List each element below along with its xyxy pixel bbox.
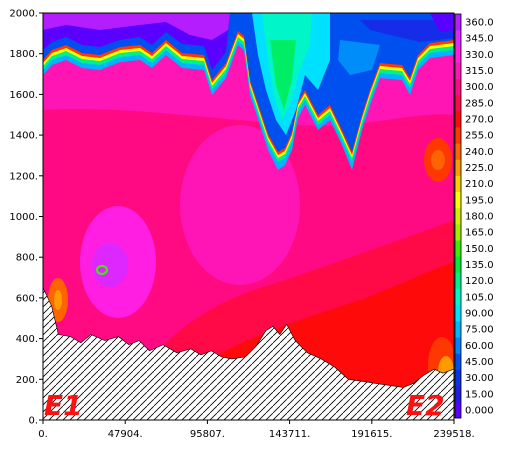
- colorbar: 0.000 15.00 30.00 45.00 60.00 75.00 90.00 105.0…: [454, 13, 494, 419]
- y-tick-label: 600.: [16, 293, 38, 304]
- colorbar-frame: [454, 13, 462, 419]
- colorbar-label: 0.000: [465, 405, 494, 416]
- x-tick-label: 95807.: [190, 429, 225, 440]
- colorbar-label: 195.0: [465, 195, 494, 206]
- x-axis: 0. 47904. 95807. 143711. 191615. 239518.: [38, 420, 475, 440]
- colorbar-swatch: [455, 159, 461, 176]
- colorbar-label: 75.00: [465, 325, 494, 336]
- colorbar-swatch: [455, 224, 461, 241]
- colorbar-label: 150.0: [465, 244, 494, 255]
- y-axis: 0. 200. 400. 600. 800. 1000. 1200. 1400. 1600. 18…: [9, 9, 43, 427]
- colorbar-swatch: [455, 30, 461, 47]
- colorbar-label: 120.0: [465, 276, 494, 287]
- colorbar-swatch: [455, 321, 461, 338]
- colorbar-swatch: [455, 256, 461, 273]
- colorbar-swatch: [455, 369, 461, 386]
- y-tick-label: 200.: [16, 375, 38, 386]
- y-tick-label: 0.: [28, 416, 38, 427]
- colorbar-swatch: [455, 337, 461, 354]
- colorbar-label: 60.00: [465, 341, 494, 352]
- y-tick-label: 1200.: [9, 171, 38, 182]
- y-tick-label: 1000.: [9, 212, 38, 223]
- contour-field: [43, 13, 454, 420]
- colorbar-swatch: [455, 62, 461, 79]
- colorbar-label: 300.0: [465, 82, 494, 93]
- y-tick-label: 1600.: [9, 90, 38, 101]
- colorbar-swatch: [455, 94, 461, 112]
- terrain-hatch: [43, 287, 454, 420]
- x-tick-label: 47904.: [108, 429, 143, 440]
- colorbar-label: 45.00: [465, 357, 494, 368]
- colorbar-label: 105.0: [465, 292, 494, 303]
- y-tick-label: 400.: [16, 334, 38, 345]
- colorbar-label: 330.0: [465, 50, 494, 61]
- colorbar-swatch: [455, 240, 461, 257]
- annotation-e1: E1: [44, 389, 83, 422]
- colorbar-label: 345.0: [465, 34, 494, 45]
- colorbar-swatch: [455, 272, 461, 290]
- colorbar-swatch: [455, 175, 461, 193]
- colorbar-label: 315.0: [465, 66, 494, 77]
- colorbar-label: 180.0: [465, 212, 494, 223]
- colorbar-swatch: [455, 304, 461, 322]
- colorbar-label: 90.00: [465, 309, 494, 320]
- colorbar-label: 270.0: [465, 115, 494, 126]
- colorbar-swatch: [455, 110, 461, 128]
- x-tick-label: 191615.: [351, 429, 392, 440]
- colorbar-swatch: [455, 288, 461, 306]
- y-tick-label: 1800.: [9, 49, 38, 60]
- colorbar-label: 285.0: [465, 98, 494, 109]
- colorbar-label: 360.0: [465, 18, 494, 29]
- colorbar-swatch: [455, 14, 461, 31]
- colorbar-label: 15.00: [465, 389, 494, 400]
- y-tick-label: 2000.: [9, 9, 38, 20]
- colorbar-swatch: [455, 46, 461, 63]
- colorbar-swatch: [455, 191, 461, 209]
- colorbar-label: 255.0: [465, 131, 494, 142]
- colorbar-swatch: [455, 401, 461, 419]
- colorbar-label: 210.0: [465, 179, 494, 190]
- x-tick-label: 143711.: [269, 429, 310, 440]
- y-tick-label: 1400.: [9, 131, 38, 142]
- colorbar-swatch: [455, 127, 461, 144]
- colorbar-label: 30.00: [465, 373, 494, 384]
- colorbar-label: 240.0: [465, 147, 494, 158]
- annotation-e2: E2: [406, 389, 445, 422]
- colorbar-swatch: [455, 143, 461, 160]
- colorbar-label: 135.0: [465, 260, 494, 271]
- x-tick-label: 0.: [38, 429, 48, 440]
- colorbar-label: 225.0: [465, 163, 494, 174]
- colorbar-swatch: [455, 353, 461, 370]
- colorbar-swatch: [455, 78, 461, 96]
- y-tick-label: 800.: [16, 253, 38, 264]
- x-tick-label: 239518.: [433, 429, 474, 440]
- colorbar-swatch: [455, 207, 461, 225]
- colorbar-label: 165.0: [465, 228, 494, 239]
- colorbar-swatch: [455, 385, 461, 403]
